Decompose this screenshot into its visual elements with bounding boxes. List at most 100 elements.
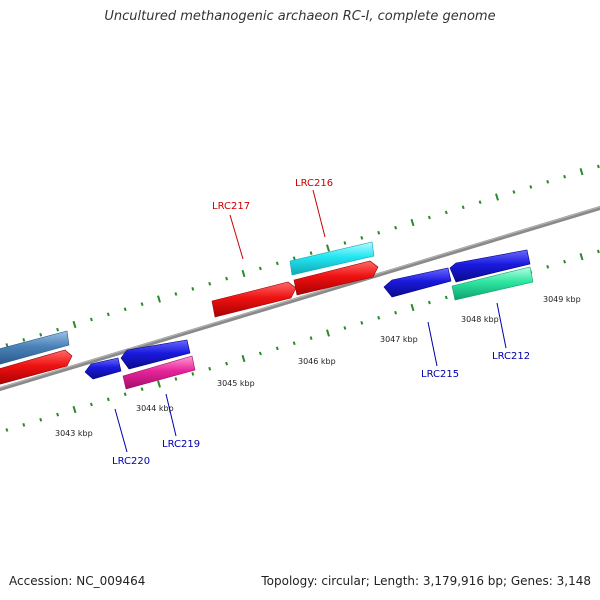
scale-tick (258, 266, 262, 271)
gene-label-lrc217[interactable]: LRC217 (212, 201, 250, 212)
gene-label-lrc215[interactable]: LRC215 (421, 369, 459, 380)
scale-tick (394, 225, 398, 230)
lrc219-leader (165, 393, 177, 437)
accession-label: Accession: NC_009464 (9, 574, 146, 588)
gene-lrc216-arrow[interactable] (289, 241, 375, 276)
scale-label-3045: 3045 kbp (217, 379, 255, 388)
scale-tick (56, 412, 60, 417)
scale-tick (478, 200, 482, 205)
gene-steelblue-fwd[interactable] (0, 330, 70, 365)
scale-tick (563, 259, 567, 264)
scale-tick (596, 249, 600, 254)
scale-tick (174, 292, 178, 296)
scale-tick (512, 190, 516, 194)
scale-tick (579, 253, 584, 261)
upper-tick-track (5, 164, 600, 347)
scale-tick (157, 380, 161, 388)
scale-tick (309, 336, 313, 341)
scale-tick (579, 168, 584, 176)
gene-blue-rev-1[interactable] (120, 339, 191, 370)
genome-title: Uncultured methanogenic archaeon RC-I, c… (104, 9, 496, 24)
gene-label-lrc220[interactable]: LRC220 (112, 456, 150, 467)
gene-lrc217-arrow[interactable] (211, 281, 297, 318)
scale-tick (360, 235, 364, 240)
scale-tick (292, 256, 296, 261)
scale-tick (326, 329, 330, 337)
gene-red-fwd-left[interactable] (0, 349, 73, 385)
scale-label-3046: 3046 kbp (298, 357, 336, 366)
gene-lrc215-arrow[interactable] (383, 267, 452, 298)
scale-tick (123, 307, 127, 312)
lrc216-leader (312, 189, 326, 238)
scale-tick (225, 276, 229, 281)
genome-backbone-highlight (0, 206, 600, 389)
lower-tick-track (5, 249, 600, 432)
scale-tick (225, 361, 229, 366)
genome-backbone (0, 205, 600, 392)
scale-tick (495, 193, 499, 201)
scale-tick (427, 215, 431, 220)
scale-tick (56, 327, 60, 332)
lrc215-leader (427, 321, 438, 367)
scale-tick (394, 310, 398, 315)
scale-tick (546, 179, 550, 184)
scale-tick (241, 269, 246, 278)
scale-tick (292, 341, 296, 346)
scale-label-3043: 3043 kbp (55, 429, 93, 438)
scale-tick (157, 295, 161, 303)
scale-tick (377, 315, 381, 320)
scale-tick (72, 405, 77, 414)
gene-red-fwd-right[interactable] (293, 260, 379, 296)
scale-tick (410, 303, 415, 312)
scale-tick (275, 346, 279, 351)
gene-lrc219-arrow[interactable] (122, 355, 196, 390)
scale-tick (343, 241, 347, 245)
scale-tick (174, 377, 178, 381)
scale-tick (140, 387, 144, 392)
scale-tick (140, 302, 144, 307)
lrc217-leader (229, 214, 244, 260)
scale-tick (377, 230, 381, 235)
scale-tick (106, 397, 110, 402)
scale-tick (39, 332, 43, 337)
scale-tick (529, 185, 533, 189)
gene-label-lrc216[interactable]: LRC216 (295, 178, 333, 189)
scale-tick (275, 261, 279, 266)
genome-summary: Topology: circular; Length: 3,179,916 bp… (261, 574, 591, 588)
gene-label-lrc212[interactable]: LRC212 (492, 351, 530, 362)
scale-tick (444, 295, 448, 300)
scale-tick (72, 320, 77, 329)
scale-tick (123, 392, 127, 397)
scale-tick (208, 366, 212, 371)
scale-tick (309, 251, 313, 256)
lrc212-leader (496, 302, 507, 349)
scale-tick (343, 326, 347, 330)
scale-tick (563, 174, 567, 179)
scale-tick (410, 218, 415, 227)
scale-tick (546, 264, 550, 269)
gene-label-lrc219[interactable]: LRC219 (162, 439, 200, 450)
lrc220-leader (114, 408, 128, 453)
scale-label-3044: 3044 kbp (136, 404, 174, 413)
scale-tick (208, 281, 212, 286)
scale-tick (596, 164, 600, 169)
scale-label-3047: 3047 kbp (380, 335, 418, 344)
scale-tick (444, 210, 448, 215)
scale-tick (22, 337, 26, 342)
scale-tick (258, 351, 262, 356)
gene-lrc220-arrow[interactable] (84, 357, 122, 380)
scale-label-3049: 3049 kbp (543, 295, 581, 304)
scale-tick (39, 417, 43, 422)
scale-tick (5, 428, 9, 432)
scale-tick (191, 371, 195, 376)
scale-tick (106, 312, 110, 317)
gene-lrc212-arrow[interactable] (451, 266, 534, 301)
scale-tick (461, 205, 465, 210)
gene-blue-rev-2[interactable] (449, 249, 531, 283)
scale-tick (326, 244, 330, 252)
scale-tick (89, 317, 93, 322)
scale-label-3048: 3048 kbp (461, 315, 499, 324)
scale-tick (360, 320, 364, 325)
scale-tick (5, 343, 9, 347)
